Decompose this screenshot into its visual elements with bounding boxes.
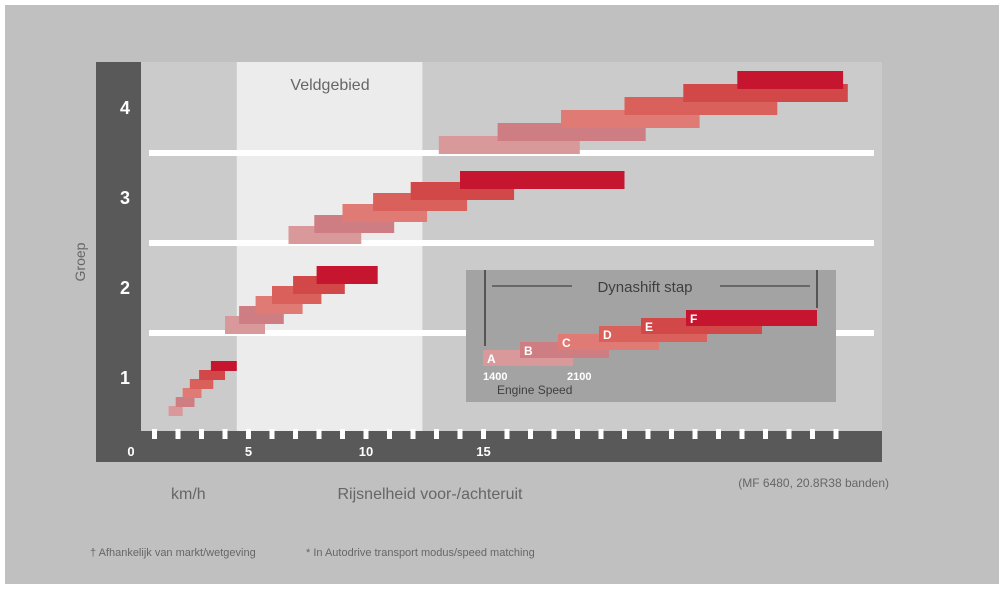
inset-bar-label: E bbox=[645, 320, 653, 334]
speed-bar-group1-b bbox=[175, 397, 195, 407]
x-tick bbox=[786, 429, 792, 439]
group-label: 2 bbox=[120, 278, 130, 298]
x-tick bbox=[293, 429, 298, 439]
x-tick bbox=[316, 429, 322, 439]
x-tick bbox=[763, 429, 768, 439]
y-axis-label: Groep bbox=[72, 242, 88, 281]
field-zone-label: Veldgebied bbox=[290, 77, 369, 94]
x-tick bbox=[716, 429, 721, 439]
x-tick bbox=[434, 429, 439, 439]
x-tick bbox=[175, 429, 181, 439]
group-label: 4 bbox=[120, 98, 130, 118]
x-tick bbox=[622, 429, 627, 439]
inset-speed-label: 1400 bbox=[483, 371, 507, 383]
speed-bar-group1-d bbox=[189, 379, 214, 389]
x-tick bbox=[575, 429, 580, 439]
x-tick bbox=[551, 429, 557, 439]
inset-axis-label: Engine Speed bbox=[497, 383, 572, 397]
speed-bar-group3-f bbox=[460, 171, 625, 189]
footnote-market: † Afhankelijk van markt/wetgeving bbox=[90, 547, 256, 559]
inset-bar-label: B bbox=[524, 344, 533, 358]
x-tick-label: 10 bbox=[359, 444, 373, 459]
x-tick bbox=[810, 429, 815, 439]
x-tick bbox=[833, 429, 839, 439]
inset-title: Dynashift stap bbox=[597, 279, 692, 296]
x-tick bbox=[340, 429, 345, 439]
speed-bar-group1-f bbox=[210, 361, 237, 371]
group-label: 1 bbox=[120, 368, 130, 388]
inset-bar-label: C bbox=[562, 336, 571, 350]
inset-bar-label: F bbox=[690, 312, 697, 326]
x-tick bbox=[481, 429, 486, 439]
x-tick bbox=[528, 429, 533, 439]
x-tick bbox=[222, 429, 228, 439]
x-tick bbox=[269, 429, 275, 439]
x-tick bbox=[739, 429, 745, 439]
x-tick-label: 0 bbox=[127, 444, 134, 459]
chart-note: (MF 6480, 20.8R38 banden) bbox=[738, 476, 889, 490]
field-zone bbox=[236, 62, 423, 431]
speed-bar-group1-c bbox=[182, 388, 202, 398]
x-tick bbox=[246, 429, 251, 439]
group-labels: 1 2 3 4 bbox=[120, 98, 130, 388]
inset-bars: A B C D E F bbox=[483, 310, 817, 366]
x-tick-label: 15 bbox=[476, 444, 490, 459]
x-axis-label: Rijsnelheid voor-/achteruit bbox=[338, 486, 524, 503]
speed-bar-group1-e bbox=[199, 370, 225, 380]
x-tick bbox=[645, 429, 651, 439]
x-tick bbox=[199, 429, 204, 439]
speed-bar-group4-f bbox=[737, 71, 844, 89]
speed-bar-group1-a bbox=[168, 406, 183, 416]
x-tick-label: 5 bbox=[245, 444, 252, 459]
inset-speed-label: 2100 bbox=[567, 371, 591, 383]
x-tick bbox=[692, 429, 698, 439]
speed-bar-group2-f bbox=[316, 266, 378, 284]
inset-bar-label: A bbox=[487, 352, 496, 366]
x-axis-labels: 0 5 10 15 bbox=[127, 444, 490, 459]
x-tick bbox=[504, 429, 510, 439]
x-tick bbox=[363, 429, 369, 439]
speed-bars bbox=[168, 71, 848, 416]
x-tick bbox=[598, 429, 604, 439]
x-tick bbox=[669, 429, 674, 439]
dynashift-inset: Dynashift stap A B C D E F 1400 2100 Engine S… bbox=[466, 270, 836, 402]
footnote-autodrive: * In Autodrive transport modus/speed mat… bbox=[306, 547, 535, 559]
group-divider bbox=[149, 240, 874, 246]
inset-bar-label: D bbox=[603, 328, 612, 342]
x-tick bbox=[387, 429, 392, 439]
inset-bar-f bbox=[686, 310, 817, 326]
group-label: 3 bbox=[120, 188, 130, 208]
x-tick bbox=[152, 429, 157, 439]
x-axis-unit: km/h bbox=[171, 486, 206, 503]
x-axis-ticks bbox=[152, 429, 839, 439]
x-tick bbox=[410, 429, 416, 439]
x-tick bbox=[457, 429, 463, 439]
